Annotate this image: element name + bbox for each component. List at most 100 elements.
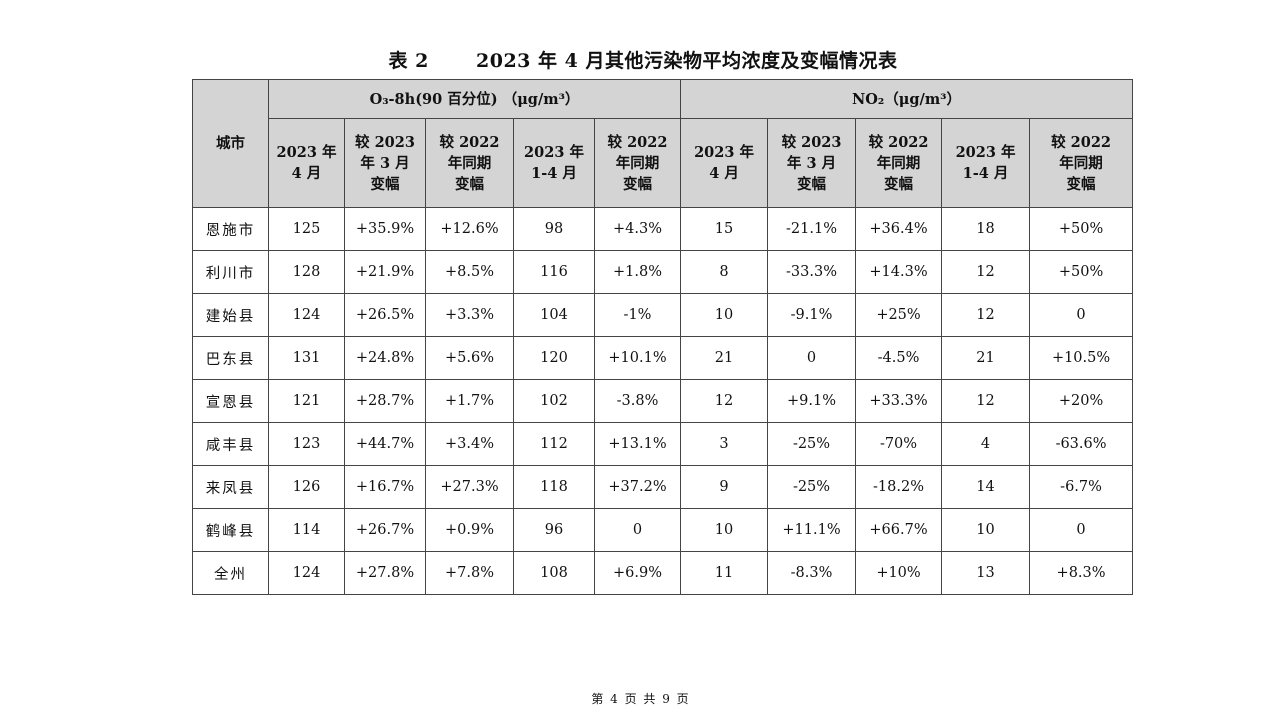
- o3-col-header: 较 2023 年 3 月变幅: [344, 118, 426, 208]
- o3-value-cell: 108: [513, 551, 595, 595]
- o3-value-cell: +21.9%: [344, 250, 426, 294]
- no2-value-cell: 14: [941, 465, 1031, 509]
- o3-value-cell: 124: [268, 293, 345, 337]
- o3-value-cell: +28.7%: [344, 379, 426, 423]
- col-header-line: 较 2022: [868, 133, 929, 151]
- col-header-line: 1-4 月: [962, 165, 1009, 182]
- header-group-row: 城市 O₃-8h(90 百分位) （μg/m³） NO₂（μg/m³）: [192, 79, 1134, 208]
- no2-value-cell: 9: [680, 465, 769, 509]
- no2-col-header: 较 2023 年 3 月变幅: [767, 118, 857, 208]
- o3-value-cell: 128: [268, 250, 345, 294]
- col-header-line: 较 2023: [355, 133, 415, 151]
- no2-value-cell: -70%: [855, 422, 943, 466]
- city-cell: 建始县: [192, 293, 269, 337]
- o3-value-cell: +3.3%: [425, 293, 514, 337]
- col-header-line: 2023 年: [955, 144, 1016, 161]
- col-header-line: 较 2023: [781, 133, 842, 151]
- no2-value-cell: +20%: [1029, 379, 1134, 423]
- table-row: 巴东县 131 +24.8% +5.6% 120 +10.1% 21 0 -4.5% 21 +10.…: [192, 336, 1134, 380]
- table-row: 全州 124 +27.8% +7.8% 108 +6.9% 11 -8.3% +10% 13 +8.…: [192, 551, 1134, 595]
- table-row: 恩施市 125 +35.9% +12.6% 98 +4.3% 15 -21.1% +36.4% 1…: [192, 207, 1134, 251]
- col-header-line: 较 2022: [1051, 133, 1111, 151]
- no2-value-cell: +9.1%: [767, 379, 857, 423]
- o3-value-cell: 96: [513, 508, 595, 552]
- no2-value-cell: 0: [1029, 293, 1134, 337]
- no2-value-cell: +33.3%: [855, 379, 943, 423]
- no2-value-cell: 18: [941, 207, 1031, 251]
- o3-value-cell: 131: [268, 336, 345, 380]
- city-cell: 咸丰县: [192, 422, 269, 466]
- col-header-line: 年同期: [615, 154, 660, 172]
- o3-value-cell: -1%: [593, 293, 682, 337]
- city-cell: 宣恩县: [192, 379, 269, 423]
- no2-value-cell: 0: [1029, 508, 1134, 552]
- no2-value-cell: +66.7%: [855, 508, 943, 552]
- no2-col-header: 2023 年 4 月: [680, 118, 769, 208]
- no2-value-cell: 8: [680, 250, 769, 294]
- col-header-line: 年 3 月: [786, 154, 837, 172]
- no2-value-cell: -9.1%: [767, 293, 857, 337]
- no2-value-cell: 12: [941, 250, 1031, 294]
- no2-value-cell: +14.3%: [855, 250, 943, 294]
- o3-value-cell: +12.6%: [425, 207, 514, 251]
- table-number: 表 2: [388, 50, 429, 72]
- o3-value-cell: +1.7%: [425, 379, 514, 423]
- o3-value-cell: +24.8%: [344, 336, 426, 380]
- o3-value-cell: +16.7%: [344, 465, 426, 509]
- o3-col-header: 较 2022 年同期 变幅: [425, 118, 514, 208]
- o3-value-cell: +27.3%: [425, 465, 514, 509]
- no2-value-cell: 11: [680, 551, 769, 595]
- o3-value-cell: 0: [593, 508, 682, 552]
- no2-value-cell: +50%: [1029, 250, 1134, 294]
- col-header-line: 变幅: [1066, 175, 1096, 193]
- o3-value-cell: 123: [268, 422, 345, 466]
- col-header-line: 2023 年: [694, 144, 754, 161]
- o3-value-cell: +7.8%: [425, 551, 514, 595]
- o3-value-cell: 114: [268, 508, 345, 552]
- no2-col-header: 2023 年 1-4 月: [941, 118, 1031, 208]
- no2-value-cell: +25%: [855, 293, 943, 337]
- o3-value-cell: 102: [513, 379, 595, 423]
- no2-value-cell: 10: [680, 293, 769, 337]
- o3-col-header: 2023 年 4 月: [268, 118, 345, 208]
- col-header-line: 年 3 月: [360, 154, 410, 172]
- city-cell: 来凤县: [192, 465, 269, 509]
- no2-value-cell: -18.2%: [855, 465, 943, 509]
- no2-value-cell: 21: [680, 336, 769, 380]
- city-cell: 巴东县: [192, 336, 269, 380]
- no2-value-cell: -33.3%: [767, 250, 857, 294]
- col-header-line: 年同期: [1059, 154, 1103, 172]
- no2-value-cell: +11.1%: [767, 508, 857, 552]
- o3-value-cell: 125: [268, 207, 345, 251]
- no2-group-header: NO₂（μg/m³）: [680, 79, 1134, 119]
- o3-value-cell: 120: [513, 336, 595, 380]
- city-header: 城市: [192, 79, 269, 208]
- city-cell: 鹤峰县: [192, 508, 269, 552]
- no2-value-cell: -63.6%: [1029, 422, 1134, 466]
- table-title-text: 2023 年 4 月其他污染物平均浓度及变幅情况表: [476, 50, 898, 72]
- table-row: 来凤县 126 +16.7% +27.3% 118 +37.2% 9 -25% -18.2% 14…: [192, 465, 1134, 509]
- no2-value-cell: -25%: [767, 422, 857, 466]
- col-header-line: 年同期: [447, 154, 492, 172]
- no2-value-cell: 13: [941, 551, 1031, 595]
- no2-value-cell: 3: [680, 422, 769, 466]
- no2-value-cell: 12: [941, 293, 1031, 337]
- o3-value-cell: +6.9%: [593, 551, 682, 595]
- table-row: 建始县 124 +26.5% +3.3% 104 -1% 10 -9.1% +25% 12 0: [192, 293, 1134, 337]
- o3-value-cell: 121: [268, 379, 345, 423]
- o3-value-cell: +26.5%: [344, 293, 426, 337]
- table-title: 表 2 2023 年 4 月其他污染物平均浓度及变幅情况表: [0, 46, 1280, 73]
- o3-group-header: O₃-8h(90 百分位) （μg/m³）: [267, 79, 682, 119]
- o3-value-cell: 98: [513, 207, 595, 251]
- header-column-row: 2023 年 4 月 较 2023 年 3 月变幅 较 2022 年同期 变幅 2023 年 1…: [193, 118, 1134, 208]
- no2-value-cell: -21.1%: [767, 207, 857, 251]
- no2-value-cell: 15: [680, 207, 769, 251]
- no2-value-cell: 12: [941, 379, 1031, 423]
- table-row: 咸丰县 123 +44.7% +3.4% 112 +13.1% 3 -25% -70% 4 -63.…: [192, 422, 1134, 466]
- col-header-line: 变幅: [370, 175, 400, 193]
- no2-col-header: 较 2022 年同期 变幅: [855, 118, 943, 208]
- o3-value-cell: 124: [268, 551, 345, 595]
- no2-value-cell: +8.3%: [1029, 551, 1134, 595]
- o3-value-cell: 104: [513, 293, 595, 337]
- o3-value-cell: +8.5%: [425, 250, 514, 294]
